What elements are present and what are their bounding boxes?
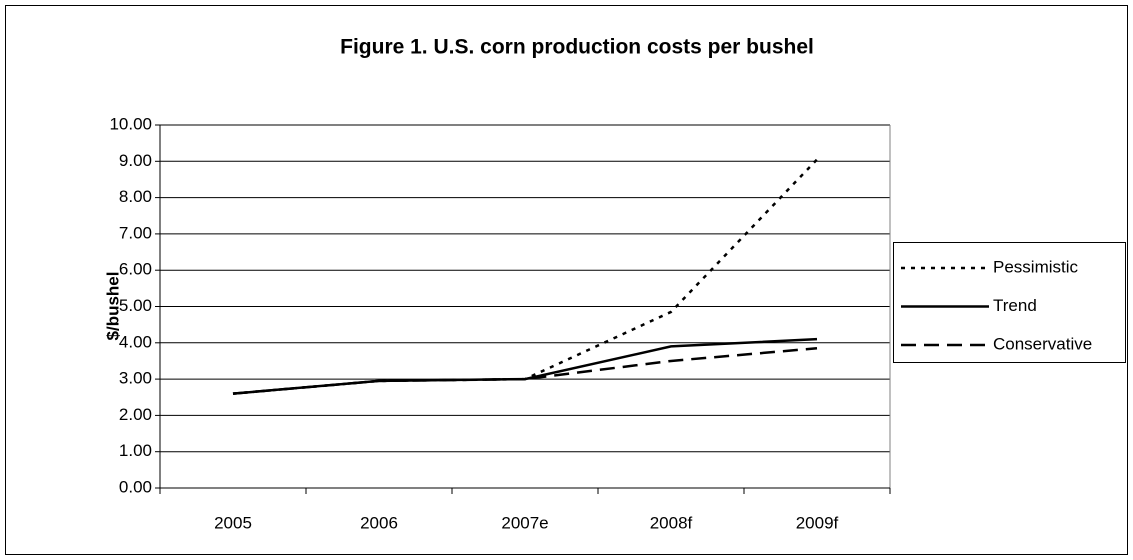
legend-box — [893, 242, 1126, 363]
x-tick-label: 2009f — [796, 513, 839, 532]
legend-label: Trend — [993, 296, 1037, 315]
y-tick-label: 4.00 — [119, 332, 152, 351]
x-tick-label: 2008f — [650, 513, 693, 532]
x-tick-label: 2005 — [214, 513, 252, 532]
y-axis-title: $/bushel — [103, 272, 122, 341]
y-tick-label: 3.00 — [119, 369, 152, 388]
y-tick-label: 1.00 — [119, 441, 152, 460]
y-tick-label: 8.00 — [119, 187, 152, 206]
y-tick-label: 9.00 — [119, 151, 152, 170]
y-tick-label: 7.00 — [119, 223, 152, 242]
y-tick-label: 0.00 — [119, 477, 152, 496]
y-tick-label: 6.00 — [119, 260, 152, 279]
legend-label: Pessimistic — [993, 257, 1079, 276]
y-tick-label: 2.00 — [119, 405, 152, 424]
y-tick-label: 5.00 — [119, 296, 152, 315]
chart-title: Figure 1. U.S. corn production costs per… — [340, 36, 814, 59]
y-tick-label: 10.00 — [109, 114, 152, 133]
series-line — [232, 346, 818, 395]
x-tick-label: 2006 — [360, 513, 398, 532]
legend-label: Conservative — [993, 334, 1092, 353]
x-tick-label: 2007e — [501, 513, 548, 532]
